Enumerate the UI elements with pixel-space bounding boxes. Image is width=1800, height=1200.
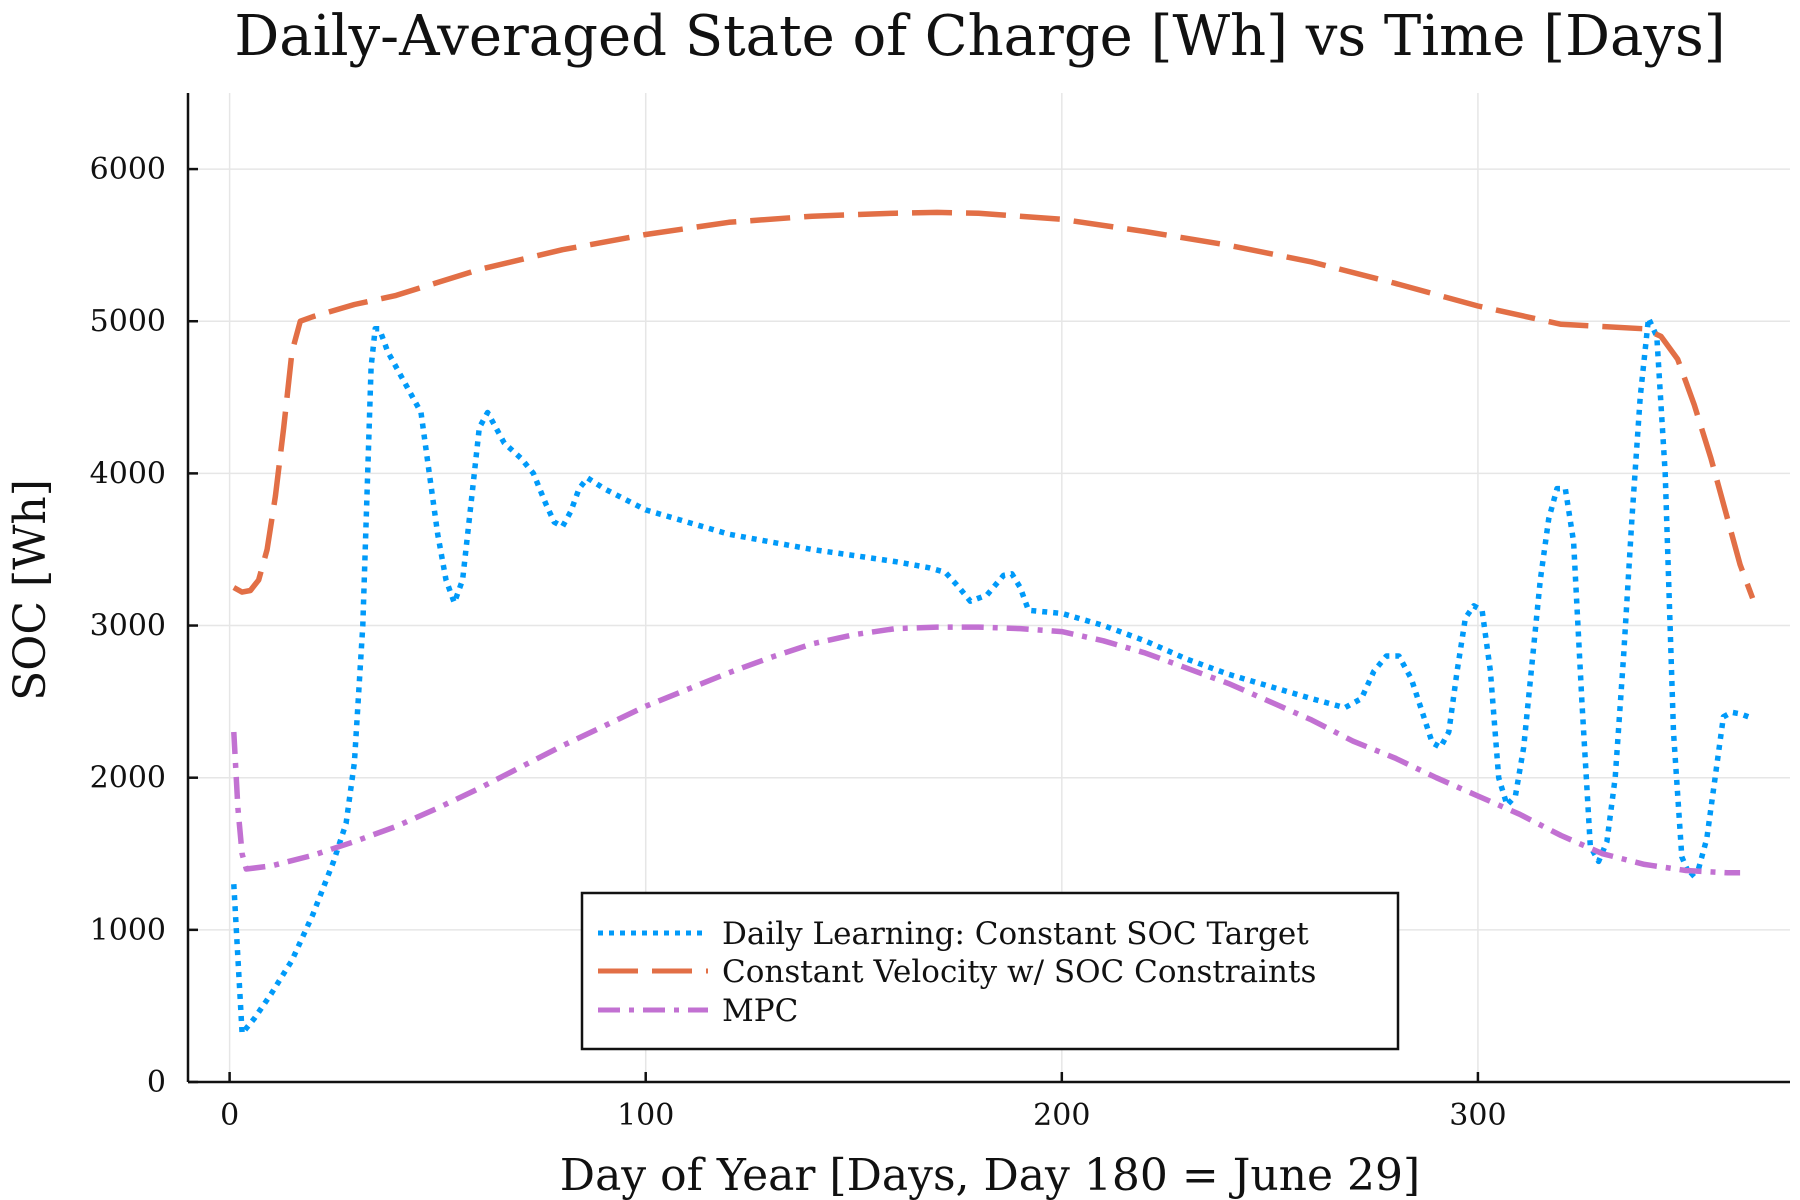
legend-label-daily-learning: Daily Learning: Constant SOC Target: [722, 916, 1309, 952]
legend-label-mpc: MPC: [722, 993, 798, 1029]
legend-label-constant-velocity: Constant Velocity w/ SOC Constraints: [722, 954, 1316, 990]
series-line-mpc: [231, 624, 1741, 876]
series-line-daily-learning: [231, 315, 1750, 1037]
x-tick-label: 0: [220, 1098, 239, 1133]
y-tick-label: 6000: [90, 152, 166, 187]
legend: Daily Learning: Constant SOC Target Cons…: [580, 891, 1400, 1051]
y-tick-label: 3000: [90, 609, 166, 644]
y-tick-label: 0: [147, 1065, 166, 1100]
legend-box: [580, 891, 1400, 1051]
y-tick-label: 2000: [90, 761, 166, 796]
y-axis-label: SOC [Wh]: [5, 479, 56, 701]
x-tick-label: 200: [1033, 1098, 1090, 1133]
y-tick-label: 4000: [90, 456, 166, 491]
y-tick-label: 1000: [90, 913, 166, 948]
chart-title: Daily-Averaged State of Charge [Wh] vs T…: [234, 4, 1725, 69]
x-tick-label: 100: [617, 1098, 674, 1133]
y-tick-label: 5000: [90, 304, 166, 339]
x-tick-label: 300: [1449, 1098, 1506, 1133]
series-lines: [231, 209, 1756, 1037]
axes: [186, 93, 1790, 1084]
x-axis-label: Day of Year [Days, Day 180 = June 29]: [560, 1150, 1420, 1200]
series-line-constant-velocity: [232, 209, 1756, 600]
